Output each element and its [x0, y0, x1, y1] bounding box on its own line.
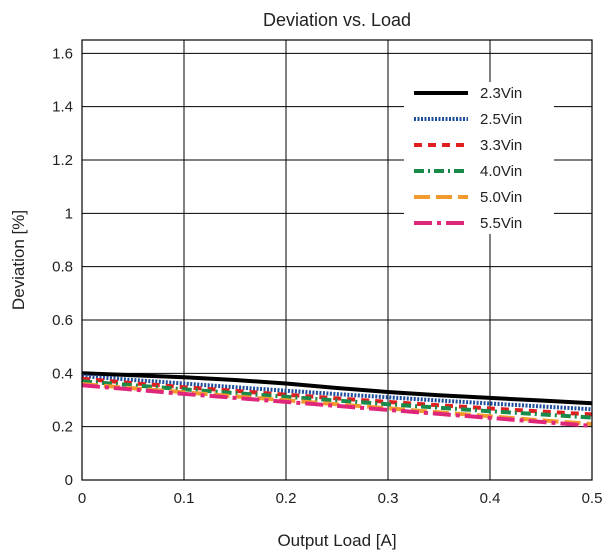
chart-title: Deviation vs. Load [263, 10, 411, 30]
grid-lines [81, 40, 593, 481]
legend-label: 3.3Vin [480, 137, 522, 154]
legend-background [404, 82, 554, 234]
y-tick-label: 1 [65, 205, 73, 222]
series-line-2-3vin [81, 371, 593, 406]
x-tick-label: 0.5 [582, 490, 603, 507]
legend: 2.3Vin 2.5Vin 3.3Vin 4.0Vin 5.0Vin 5.5Vin [404, 82, 554, 234]
legend-label: 2.5Vin [480, 111, 522, 128]
y-axis-title: Deviation [%] [9, 210, 28, 310]
x-tick-label: 0.1 [174, 490, 195, 507]
series-line-3-3vin [81, 376, 593, 417]
x-tick-label: 0.3 [378, 490, 399, 507]
plot-frame [81, 39, 593, 481]
series-line-2-5vin [81, 374, 593, 412]
y-tick-label: 0.8 [52, 259, 73, 276]
y-tick-label: 0 [65, 472, 73, 489]
series-line-5-5vin [81, 383, 593, 428]
y-tick-label: 1.4 [52, 99, 73, 116]
x-tick-labels: 0 0.1 0.2 0.3 0.4 0.5 [78, 490, 603, 507]
series-line-4-0vin [81, 379, 593, 420]
legend-label: 5.5Vin [480, 215, 522, 232]
legend-label: 5.0Vin [480, 189, 522, 206]
y-tick-label: 0.6 [52, 312, 73, 329]
x-axis-title: Output Load [A] [277, 531, 396, 550]
y-tick-labels: 0 0.2 0.4 0.6 0.8 1 1.2 1.4 1.6 [52, 45, 73, 489]
y-tick-label: 0.4 [52, 365, 73, 382]
legend-label: 4.0Vin [480, 163, 522, 180]
y-tick-label: 1.2 [52, 152, 73, 169]
x-tick-label: 0.2 [276, 490, 297, 507]
y-tick-label: 0.2 [52, 419, 73, 436]
x-tick-label: 0 [78, 490, 86, 507]
series-layer [81, 371, 593, 428]
legend-label: 2.3Vin [480, 85, 522, 102]
y-tick-label: 1.6 [52, 45, 73, 62]
x-tick-label: 0.4 [480, 490, 501, 507]
